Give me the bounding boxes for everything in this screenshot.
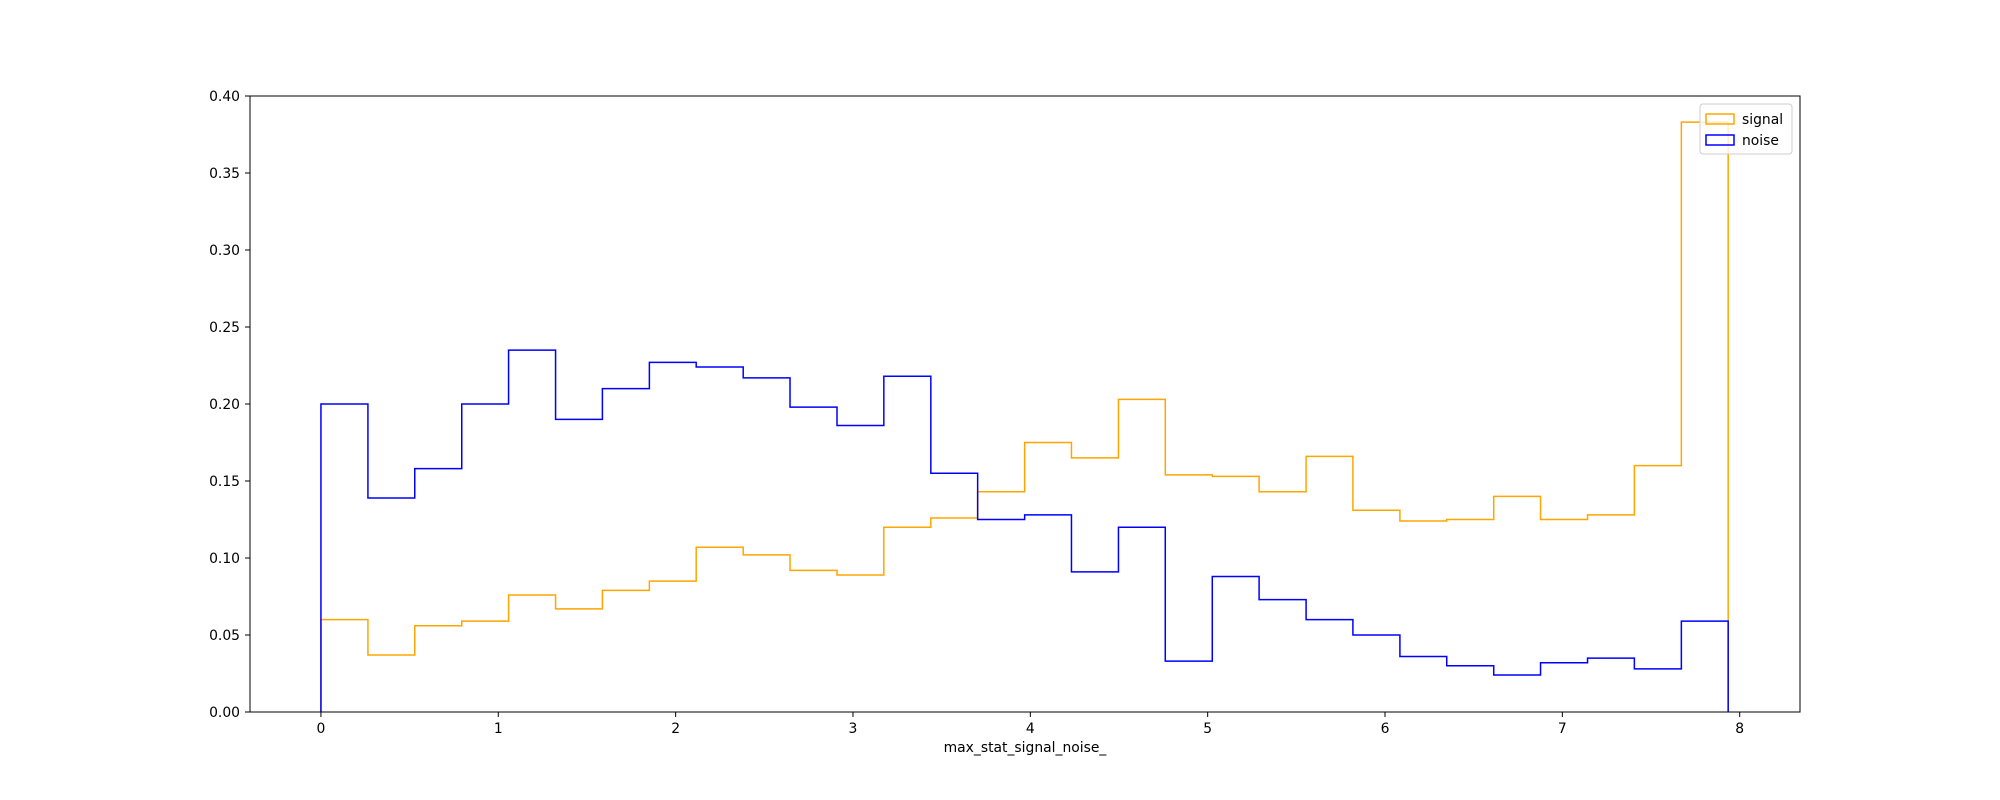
x-tick-label: 4 [1026,721,1035,737]
legend: signal noise [1699,103,1793,155]
axes-layer: 0 1 2 3 4 5 6 7 8 0.00 0.05 0.10 0.15 0.20 0.25 0.30 0.3… [209,89,1744,737]
y-tick-label: 0.15 [209,474,240,490]
legend-swatch-noise [1705,134,1735,146]
y-tick-label: 0.25 [209,320,240,336]
y-tick-label: 0.10 [209,551,240,567]
y-tick-label: 0.00 [209,705,240,721]
legend-frame [1699,103,1793,155]
y-tick-label: 0.40 [209,89,240,105]
y-tick-label: 0.05 [209,628,240,644]
x-tick-label: 7 [1558,721,1567,737]
x-tick-label: 2 [671,721,680,737]
series-signal-outline [320,121,1729,712]
legend-swatch-signal [1705,113,1735,125]
plot-frame [249,95,1801,713]
legend-label-signal: signal [1742,112,1783,128]
series-noise-outline [320,349,1729,712]
x-tick-label: 1 [494,721,503,737]
x-tick-label: 0 [317,721,326,737]
x-axis-label: max_stat_signal_noise_ [944,740,1108,756]
y-tick-label: 0.30 [209,243,240,259]
series-layer [320,121,1729,712]
x-tick-label: 5 [1203,721,1212,737]
x-tick-label: 6 [1381,721,1390,737]
legend-label-noise: noise [1742,133,1779,149]
y-tick-label: 0.35 [209,166,240,182]
y-tick-label: 0.20 [209,397,240,413]
x-tick-label: 3 [849,721,858,737]
x-tick-label: 8 [1735,721,1744,737]
